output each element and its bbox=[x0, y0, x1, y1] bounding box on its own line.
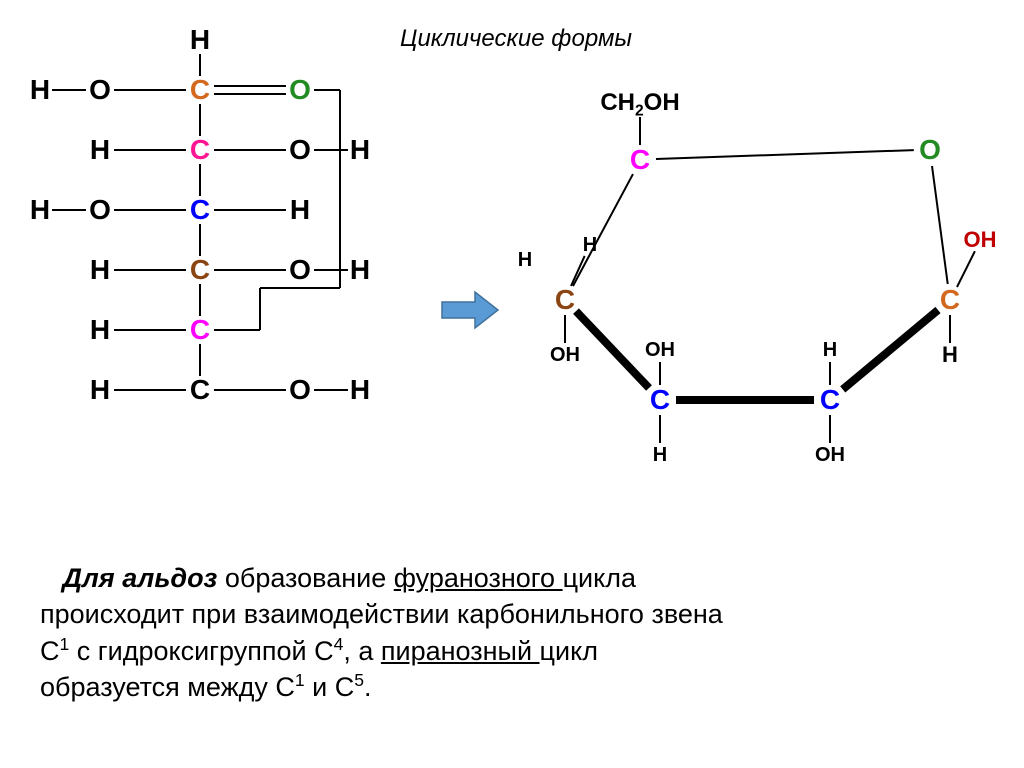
bond bbox=[829, 415, 831, 443]
bond bbox=[314, 269, 348, 271]
bond bbox=[52, 209, 86, 211]
bond bbox=[314, 149, 348, 151]
bond bbox=[114, 149, 186, 151]
bond bbox=[52, 89, 86, 91]
atom-label: O bbox=[289, 376, 311, 404]
bond bbox=[659, 415, 661, 443]
atom-label: H bbox=[653, 445, 667, 465]
bond bbox=[199, 224, 201, 256]
bond bbox=[199, 164, 201, 196]
atom-label: C bbox=[190, 256, 210, 284]
bond bbox=[214, 149, 286, 151]
bond bbox=[199, 104, 201, 136]
atom-label: C bbox=[190, 376, 210, 404]
bond bbox=[199, 284, 201, 316]
bond bbox=[114, 89, 186, 91]
atom-label: C bbox=[650, 386, 670, 414]
atom-label: O bbox=[289, 256, 311, 284]
bond bbox=[114, 389, 186, 391]
atom-label: H bbox=[190, 26, 210, 54]
bond bbox=[339, 90, 341, 288]
bond bbox=[260, 287, 340, 289]
atom-label: C bbox=[555, 286, 575, 314]
atom-label: C bbox=[190, 196, 210, 224]
bond bbox=[659, 362, 661, 385]
atom-label: H bbox=[90, 136, 110, 164]
reaction-arrow-icon bbox=[440, 290, 500, 335]
atom-label: H bbox=[90, 376, 110, 404]
atom-label: C bbox=[630, 146, 650, 174]
atom-label: C bbox=[190, 136, 210, 164]
bond bbox=[676, 396, 814, 404]
bond bbox=[114, 269, 186, 271]
bond bbox=[214, 209, 286, 211]
atom-label: H bbox=[90, 316, 110, 344]
page-title: Циклические формы bbox=[400, 25, 632, 53]
bond bbox=[931, 166, 949, 285]
atom-label: C bbox=[940, 286, 960, 314]
atom-label: C bbox=[190, 76, 210, 104]
atom-label: O bbox=[89, 76, 111, 104]
bond bbox=[829, 362, 831, 385]
bond bbox=[214, 93, 286, 95]
bond bbox=[214, 85, 286, 87]
caption-text: Для альдоз образование фуранозного цикла… bbox=[40, 560, 990, 706]
bond bbox=[656, 150, 914, 161]
bond bbox=[564, 315, 566, 343]
bond bbox=[214, 269, 286, 271]
bond bbox=[314, 89, 340, 91]
atom-label: H bbox=[350, 376, 370, 404]
bond bbox=[314, 389, 348, 391]
atom-label: O bbox=[289, 136, 311, 164]
bond bbox=[214, 389, 286, 391]
bond bbox=[114, 209, 186, 211]
atom-label: O bbox=[289, 76, 311, 104]
bond bbox=[572, 174, 634, 287]
bond bbox=[214, 329, 260, 331]
atom-label: H bbox=[290, 196, 310, 224]
bond bbox=[570, 256, 586, 287]
atom-label: H bbox=[90, 256, 110, 284]
atom-label: H bbox=[583, 235, 597, 255]
atom-label: H bbox=[942, 344, 958, 366]
atom-label: OH bbox=[964, 229, 997, 251]
atom-label: C bbox=[820, 386, 840, 414]
atom-label: CH2OH bbox=[600, 91, 679, 119]
atom-label: OH bbox=[645, 340, 675, 360]
atom-label: OH bbox=[815, 445, 845, 465]
atom-label: H bbox=[30, 196, 50, 224]
atom-label: O bbox=[919, 136, 941, 164]
bond bbox=[573, 309, 652, 391]
bond bbox=[956, 250, 976, 287]
bond bbox=[199, 344, 201, 376]
atom-label: H bbox=[350, 136, 370, 164]
bond bbox=[639, 117, 641, 145]
bond bbox=[840, 307, 941, 393]
atom-label: H bbox=[350, 256, 370, 284]
atom-label: H bbox=[30, 76, 50, 104]
atom-label: H bbox=[823, 340, 837, 360]
atom-label: OH bbox=[550, 345, 580, 365]
atom-label: H bbox=[518, 250, 532, 270]
bond bbox=[259, 288, 261, 330]
bond bbox=[949, 315, 951, 343]
bond bbox=[199, 54, 201, 76]
bond bbox=[114, 329, 186, 331]
atom-label: C bbox=[190, 316, 210, 344]
atom-label: O bbox=[89, 196, 111, 224]
